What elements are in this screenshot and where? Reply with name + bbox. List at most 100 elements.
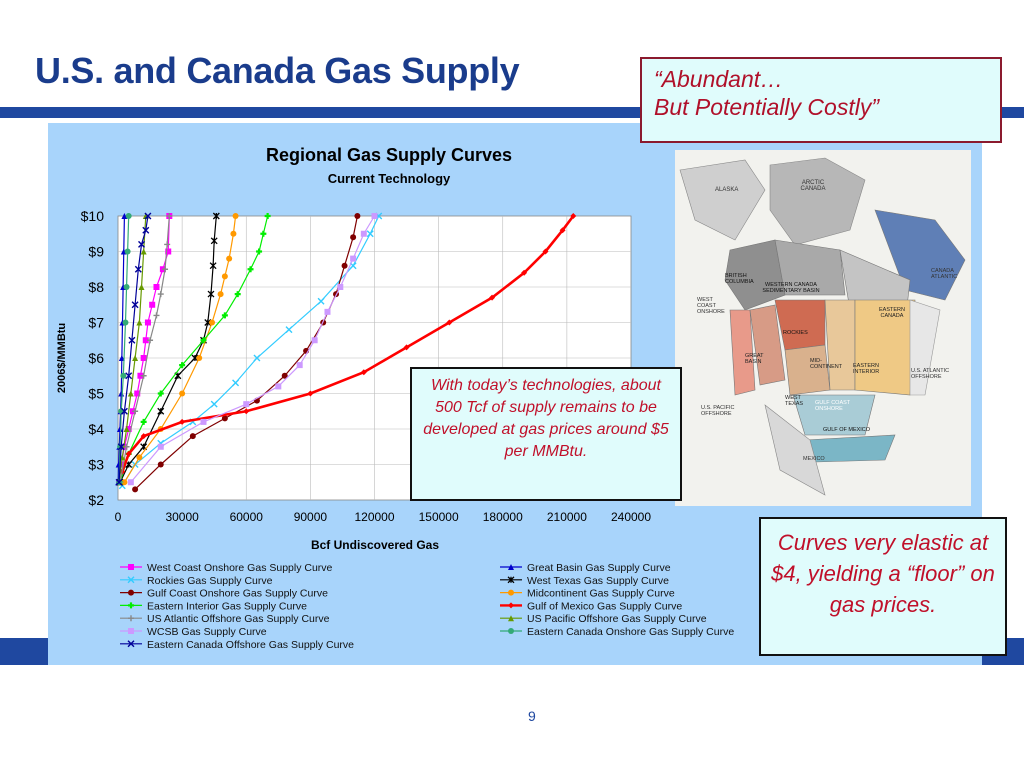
data-point (140, 355, 147, 361)
y-tick-label: $3 (88, 457, 104, 473)
y-tick-label: $5 (88, 386, 104, 402)
data-point (256, 248, 263, 255)
data-point (121, 213, 128, 219)
data-point (221, 415, 228, 422)
data-point (232, 379, 240, 387)
map-label-mexico: MEXICO (803, 456, 825, 462)
legend-label: Eastern Canada Offshore Gas Supply Curve (147, 639, 354, 651)
data-point (217, 291, 224, 298)
data-point (221, 273, 228, 280)
abundant-callout-line1: “Abundant… (654, 66, 784, 92)
data-point (149, 301, 156, 308)
data-point (157, 407, 165, 415)
series-10 (127, 213, 378, 486)
series-line (118, 215, 149, 483)
region-map-graphic (675, 150, 971, 506)
data-point (157, 461, 164, 468)
legend-marker (508, 615, 514, 622)
x-tick-label: 150000 (419, 510, 459, 524)
data-point (120, 372, 127, 379)
data-point (140, 418, 147, 425)
legend-item: US Atlantic Offshore Gas Supply Curve (120, 613, 330, 625)
map-label-great-basin: GREAT BASIN (745, 353, 764, 365)
slide-title: U.S. and Canada Gas Supply (35, 50, 520, 91)
legend-label: US Atlantic Offshore Gas Supply Curve (147, 613, 330, 625)
legend-marker (128, 602, 134, 609)
data-point (134, 390, 141, 397)
x-tick-label: 30000 (165, 510, 199, 524)
legend-label: WCSB Gas Supply Curve (147, 626, 267, 638)
legend-label: US Pacific Offshore Gas Supply Curve (527, 613, 707, 625)
legend-item: WCSB Gas Supply Curve (120, 626, 267, 638)
series-line (121, 215, 575, 473)
series-8 (117, 213, 173, 486)
data-point (136, 454, 143, 461)
legend-item: Gulf Coast Onshore Gas Supply Curve (120, 588, 328, 600)
data-point (157, 291, 164, 298)
map-label-alaska: ALASKA (715, 187, 739, 193)
legend-item: Midcontinent Gas Supply Curve (500, 588, 675, 600)
x-tick-label: 240000 (611, 510, 651, 524)
data-point (230, 230, 237, 237)
legend-marker (127, 640, 135, 648)
y-tick-label: $9 (88, 244, 104, 260)
data-point (247, 266, 254, 273)
data-point (253, 354, 261, 362)
data-point (341, 262, 348, 269)
legend-marker (508, 628, 514, 634)
data-point (207, 290, 215, 298)
data-point (296, 362, 303, 369)
data-point (118, 408, 125, 415)
legend-marker (128, 628, 134, 634)
series-12 (115, 212, 152, 486)
data-point (115, 478, 123, 486)
legend-label: Great Basin Gas Supply Curve (527, 562, 671, 574)
abundant-callout-line2: But Potentially Costly” (654, 94, 879, 120)
data-point (142, 337, 149, 344)
data-point (132, 408, 139, 415)
data-point (179, 390, 186, 397)
series-line (119, 215, 170, 483)
legend-label: West Coast Onshore Gas Supply Curve (147, 562, 333, 574)
map-label-eastern-interior: EASTERN INTERIOR (853, 363, 880, 375)
map-label-us-atlantic-offshore: U.S. ATLANTIC OFFSHORE (911, 368, 950, 380)
map-label-gulf-coast-onshore: GULF COAST ONSHORE (815, 400, 851, 412)
data-point (117, 443, 124, 450)
data-point (275, 383, 282, 390)
data-point (121, 479, 128, 486)
series-line (130, 215, 376, 483)
data-point (136, 319, 143, 326)
x-axis-label: Bcf Undiscovered Gas (311, 538, 439, 552)
map-label-arctic-canada: ARCTIC CANADA (800, 180, 826, 192)
data-point (366, 230, 374, 238)
data-point (117, 443, 125, 451)
data-point (570, 213, 577, 219)
data-point (134, 265, 142, 273)
data-point (123, 443, 130, 450)
data-point (200, 337, 207, 344)
data-point (137, 372, 144, 379)
data-point (140, 248, 147, 255)
data-point (140, 433, 147, 440)
data-point (147, 337, 154, 344)
legend-item: Eastern Interior Gas Supply Curve (120, 600, 307, 612)
data-point (179, 362, 186, 369)
data-point (226, 255, 233, 262)
data-point (165, 248, 172, 255)
series-5 (121, 213, 239, 486)
x-tick-label: 0 (115, 510, 122, 524)
data-point (264, 213, 271, 219)
series-7 (119, 213, 577, 475)
data-point (140, 372, 147, 379)
data-point (125, 426, 132, 432)
legend-label: Gulf of Mexico Gas Supply Curve (527, 600, 682, 612)
legend-marker (508, 602, 514, 609)
data-point (142, 226, 150, 234)
data-point (307, 390, 314, 397)
data-point (542, 248, 549, 255)
series-line (134, 215, 358, 490)
map-label-eastern-canada: EASTERN CANADA (879, 307, 905, 319)
map-label-canada-atlantic: CANADA ATLANTIC (931, 268, 958, 280)
data-point (153, 284, 160, 290)
data-point (153, 312, 160, 319)
